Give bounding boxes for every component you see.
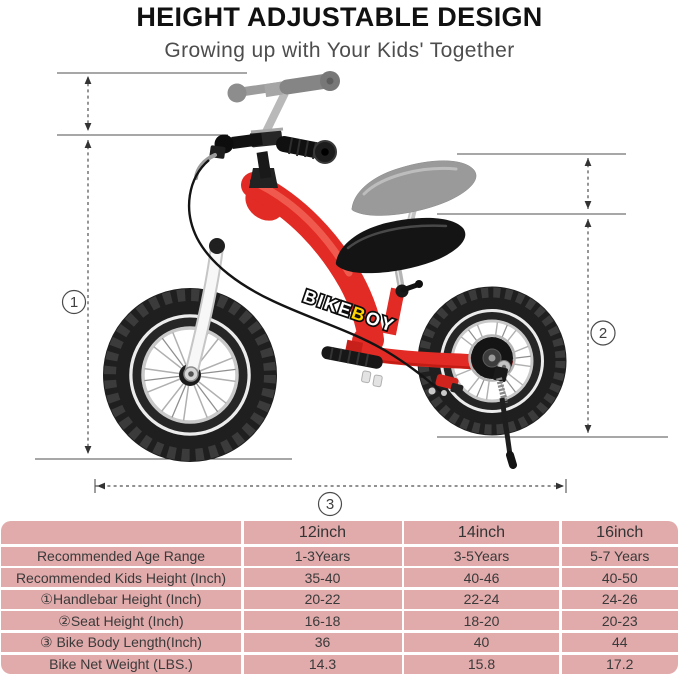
marker-3-circle (317, 491, 343, 517)
footrest (321, 339, 383, 369)
kickstand (493, 366, 517, 469)
marker-3-label: 3 (326, 496, 334, 513)
row-label: Bike Net Weight (LBS.) (1, 654, 241, 674)
brake-lever (194, 153, 217, 180)
row-value: 15.8 (404, 654, 559, 674)
row-value: 16-18 (243, 611, 402, 631)
row-value: 17.2 (561, 654, 678, 674)
row-value: 40-50 (561, 568, 678, 588)
header: HEIGHT ADJUSTABLE DESIGN Growing up with… (0, 0, 679, 63)
ghost-handlebar (227, 71, 340, 140)
row-value: 20-22 (243, 589, 402, 609)
row-label: Recommended Age Range (1, 546, 241, 566)
page-title: HEIGHT ADJUSTABLE DESIGN (136, 2, 543, 32)
row-value: 18-20 (404, 611, 559, 631)
dimension-markers: 1 2 3 (61, 289, 616, 517)
marker-2-label: 2 (599, 325, 607, 342)
brake-cable (187, 159, 444, 394)
row-value: 22-24 (404, 589, 559, 609)
row-value: 14.3 (243, 654, 402, 674)
row-label: ②Seat Height (Inch) (1, 611, 241, 631)
marker-1-circle (61, 289, 87, 315)
rear-hub-drum (468, 334, 516, 382)
dimension-lines (35, 72, 668, 493)
row-value: 1-3Years (243, 546, 402, 566)
handlebar (194, 127, 337, 180)
seat (335, 217, 466, 298)
table-col-header: 12inch (243, 521, 402, 544)
page-subtitle: Growing up with Your Kids' Together (164, 39, 515, 62)
row-value: 35-40 (243, 568, 402, 588)
row-value: 24-26 (561, 589, 678, 609)
row-value: 3-5Years (404, 546, 559, 566)
marker-2-circle (590, 320, 616, 346)
cable-ferrule (441, 390, 447, 396)
row-value: 44 (561, 632, 678, 652)
row-value: 5-7 Years (561, 546, 678, 566)
table-col-header: 14inch (404, 521, 559, 544)
row-value: 40 (404, 632, 559, 652)
row-value: 40-46 (404, 568, 559, 588)
reflectors (361, 370, 383, 388)
front-wheel (103, 288, 277, 462)
row-value: 36 (243, 632, 402, 652)
row-value: 20-23 (561, 611, 678, 631)
row-label: ③ Bike Body Length(Inch) (1, 632, 241, 652)
table-corner-cell (1, 521, 241, 544)
table-col-header: 16inch (561, 521, 678, 544)
row-label: Recommended Kids Height (Inch) (1, 568, 241, 588)
rear-brake (428, 374, 464, 395)
spec-table: 12inch 14inch 16inch Recommended Age Ran… (1, 521, 678, 674)
marker-1-label: 1 (70, 294, 78, 311)
row-label: ①Handlebar Height (Inch) (1, 589, 241, 609)
